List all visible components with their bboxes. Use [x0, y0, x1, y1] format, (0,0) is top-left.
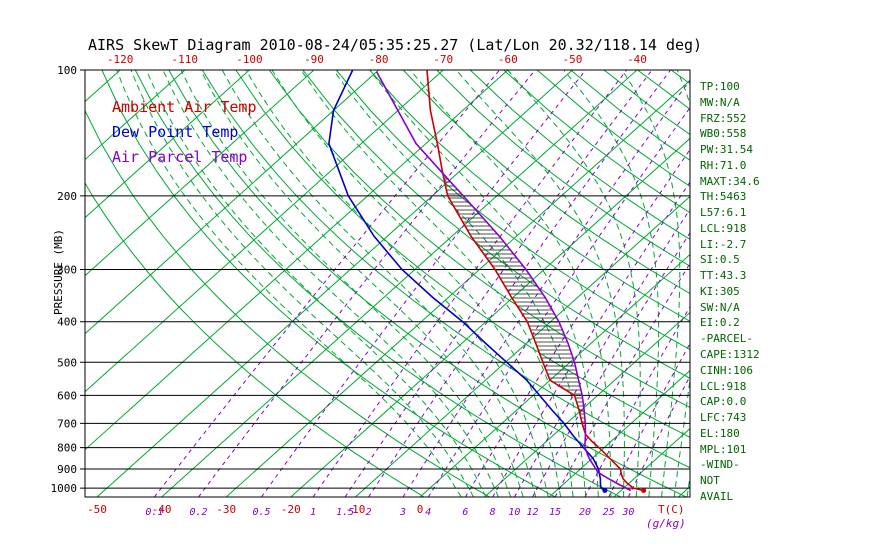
stats-panel: TP:100 MW:N/A FRZ:552 WB0:558 PW:31.54 RH:71.…	[700, 79, 760, 505]
temp-profile-line	[426, 70, 644, 492]
chart-title: AIRS SkewT Diagram 2010-08-24/05:35:25.2…	[88, 36, 703, 54]
mixing-ratio-tick: 8	[490, 507, 496, 518]
stat-line: EI:0.2	[700, 316, 740, 330]
top-temperature-axis: -120 -110 -100 -90 -80 -70 -60 -50 -40	[107, 53, 647, 66]
stat-line: AVAIL	[700, 489, 734, 503]
mixing-ratio-tick: 0.2	[189, 507, 207, 518]
stat-line: CAP:0.0	[700, 395, 747, 409]
stat-line: NOT	[700, 474, 720, 488]
top-temp-tick: -40	[627, 53, 647, 66]
mixing-ratio-labels: 0.1 0.2 0.5 1 1.5 2 3 4 6 8 10 12 15 20 25 30	[145, 507, 634, 518]
pressure-tick: 700	[57, 417, 77, 430]
mixing-ratio-tick: 6	[462, 507, 468, 518]
stat-line: KI:305	[700, 284, 740, 298]
stat-line: FRZ:552	[700, 111, 747, 125]
mixing-ratio-tick: 15	[549, 507, 561, 518]
bottom-temp-tick: -40	[152, 503, 172, 516]
bottom-temp-tick: -20	[281, 503, 301, 516]
stat-line: SW:N/A	[700, 300, 740, 314]
top-temp-tick: -120	[107, 53, 134, 66]
bottom-temperature-axis: -50 -40 -30 -20 -10 0	[87, 503, 423, 516]
stat-line: L57:6.1	[700, 206, 747, 220]
pressure-tick: 800	[57, 442, 77, 455]
pressure-tick: 300	[57, 264, 77, 277]
mixing-ratio-tick: 12	[526, 507, 538, 518]
top-temp-tick: -100	[236, 53, 263, 66]
bottom-temp-tick: -10	[345, 503, 365, 516]
stat-line: TH:5463	[700, 190, 747, 204]
mixing-ratio-tick: 2	[366, 507, 372, 518]
stat-line: -PARCEL-	[700, 332, 753, 346]
isotherm-lines	[85, 70, 690, 497]
mixing-ratio-tick: 10	[508, 507, 520, 518]
mixing-ratio-tick: 30	[621, 507, 634, 518]
pressure-tick: 400	[57, 316, 77, 329]
mixing-ratio-tick: 25	[603, 507, 615, 518]
stat-line: -WIND-	[700, 458, 740, 472]
stat-line: CAPE:1312	[700, 348, 760, 362]
sounding-profiles	[328, 70, 647, 493]
pressure-tick: 900	[57, 463, 77, 476]
stat-line: MPL:101	[700, 442, 747, 456]
mixing-ratio-tick: 20	[579, 507, 591, 518]
pressure-axis-label: PRESSURE (MB)	[52, 229, 65, 315]
mixing-ratio-tick: 3	[399, 507, 406, 518]
mixing-unit-label: (g/kg)	[646, 517, 686, 530]
legend-air-parcel-temp: Air Parcel Temp	[112, 148, 248, 166]
temp-unit-label: T(C)	[658, 503, 685, 516]
stat-line: LCL:918	[700, 221, 747, 235]
stat-line: EL:180	[700, 426, 740, 440]
stat-line: PW:31.54	[700, 143, 753, 157]
chart-legend: Ambient Air Temp Dew Point Temp Air Parc…	[112, 95, 257, 170]
legend-ambient-air-temp: Ambient Air Temp	[112, 98, 257, 116]
stat-line: WB0:558	[700, 127, 747, 141]
stat-line: MW:N/A	[700, 95, 740, 109]
mixing-ratio-tick: 4	[425, 507, 431, 518]
stat-line: LFC:743	[700, 411, 747, 425]
top-temp-tick: -80	[369, 53, 389, 66]
parcel-profile-line	[375, 71, 632, 492]
cape-hatch-area	[443, 176, 586, 435]
dry-adiabat-lines	[85, 70, 690, 497]
stat-line: LI:-2.7	[700, 237, 747, 251]
pressure-axis: 100 200 300 400 500 600 700 800 900 1000	[51, 64, 78, 495]
surface-dot	[641, 487, 647, 493]
stat-line: TP:100	[700, 80, 740, 93]
pressure-tick: 200	[57, 190, 77, 203]
stat-line: TT:43.3	[700, 269, 747, 283]
plot-border	[84, 69, 691, 498]
legend-dew-point-temp: Dew Point Temp	[112, 123, 239, 141]
mixing-ratio-tick: 0.5	[252, 507, 270, 518]
bottom-temp-tick: -50	[87, 503, 107, 516]
bottom-temp-tick: 0	[417, 503, 424, 516]
stat-line: LCL:918	[700, 379, 747, 393]
bottom-temp-tick: -30	[216, 503, 236, 516]
stat-line: CINH:106	[700, 363, 753, 377]
dewpoint-profile-line	[328, 70, 606, 492]
stat-line: MAXT:34.6	[700, 174, 760, 188]
top-temp-tick: -60	[498, 53, 518, 66]
mixing-ratio-tick: 1	[310, 507, 316, 518]
mixing-ratio-tick: 1.5	[336, 507, 354, 518]
top-temp-tick: -70	[433, 53, 453, 66]
surface-dot	[602, 487, 608, 493]
mixing-ratio-tick: 0.1	[145, 507, 163, 518]
stat-line: SI:0.5	[700, 253, 740, 267]
moist-adiabat-lines	[116, 70, 690, 497]
pressure-tick: 100	[57, 64, 77, 77]
chart-grid	[85, 70, 690, 497]
pressure-tick: 1000	[51, 482, 78, 495]
top-temp-tick: -50	[562, 53, 582, 66]
stat-line: RH:71.0	[700, 158, 747, 172]
pressure-tick: 500	[57, 356, 77, 369]
top-temp-tick: -110	[172, 53, 199, 66]
top-temp-tick: -90	[304, 53, 324, 66]
pressure-tick: 600	[57, 389, 77, 402]
